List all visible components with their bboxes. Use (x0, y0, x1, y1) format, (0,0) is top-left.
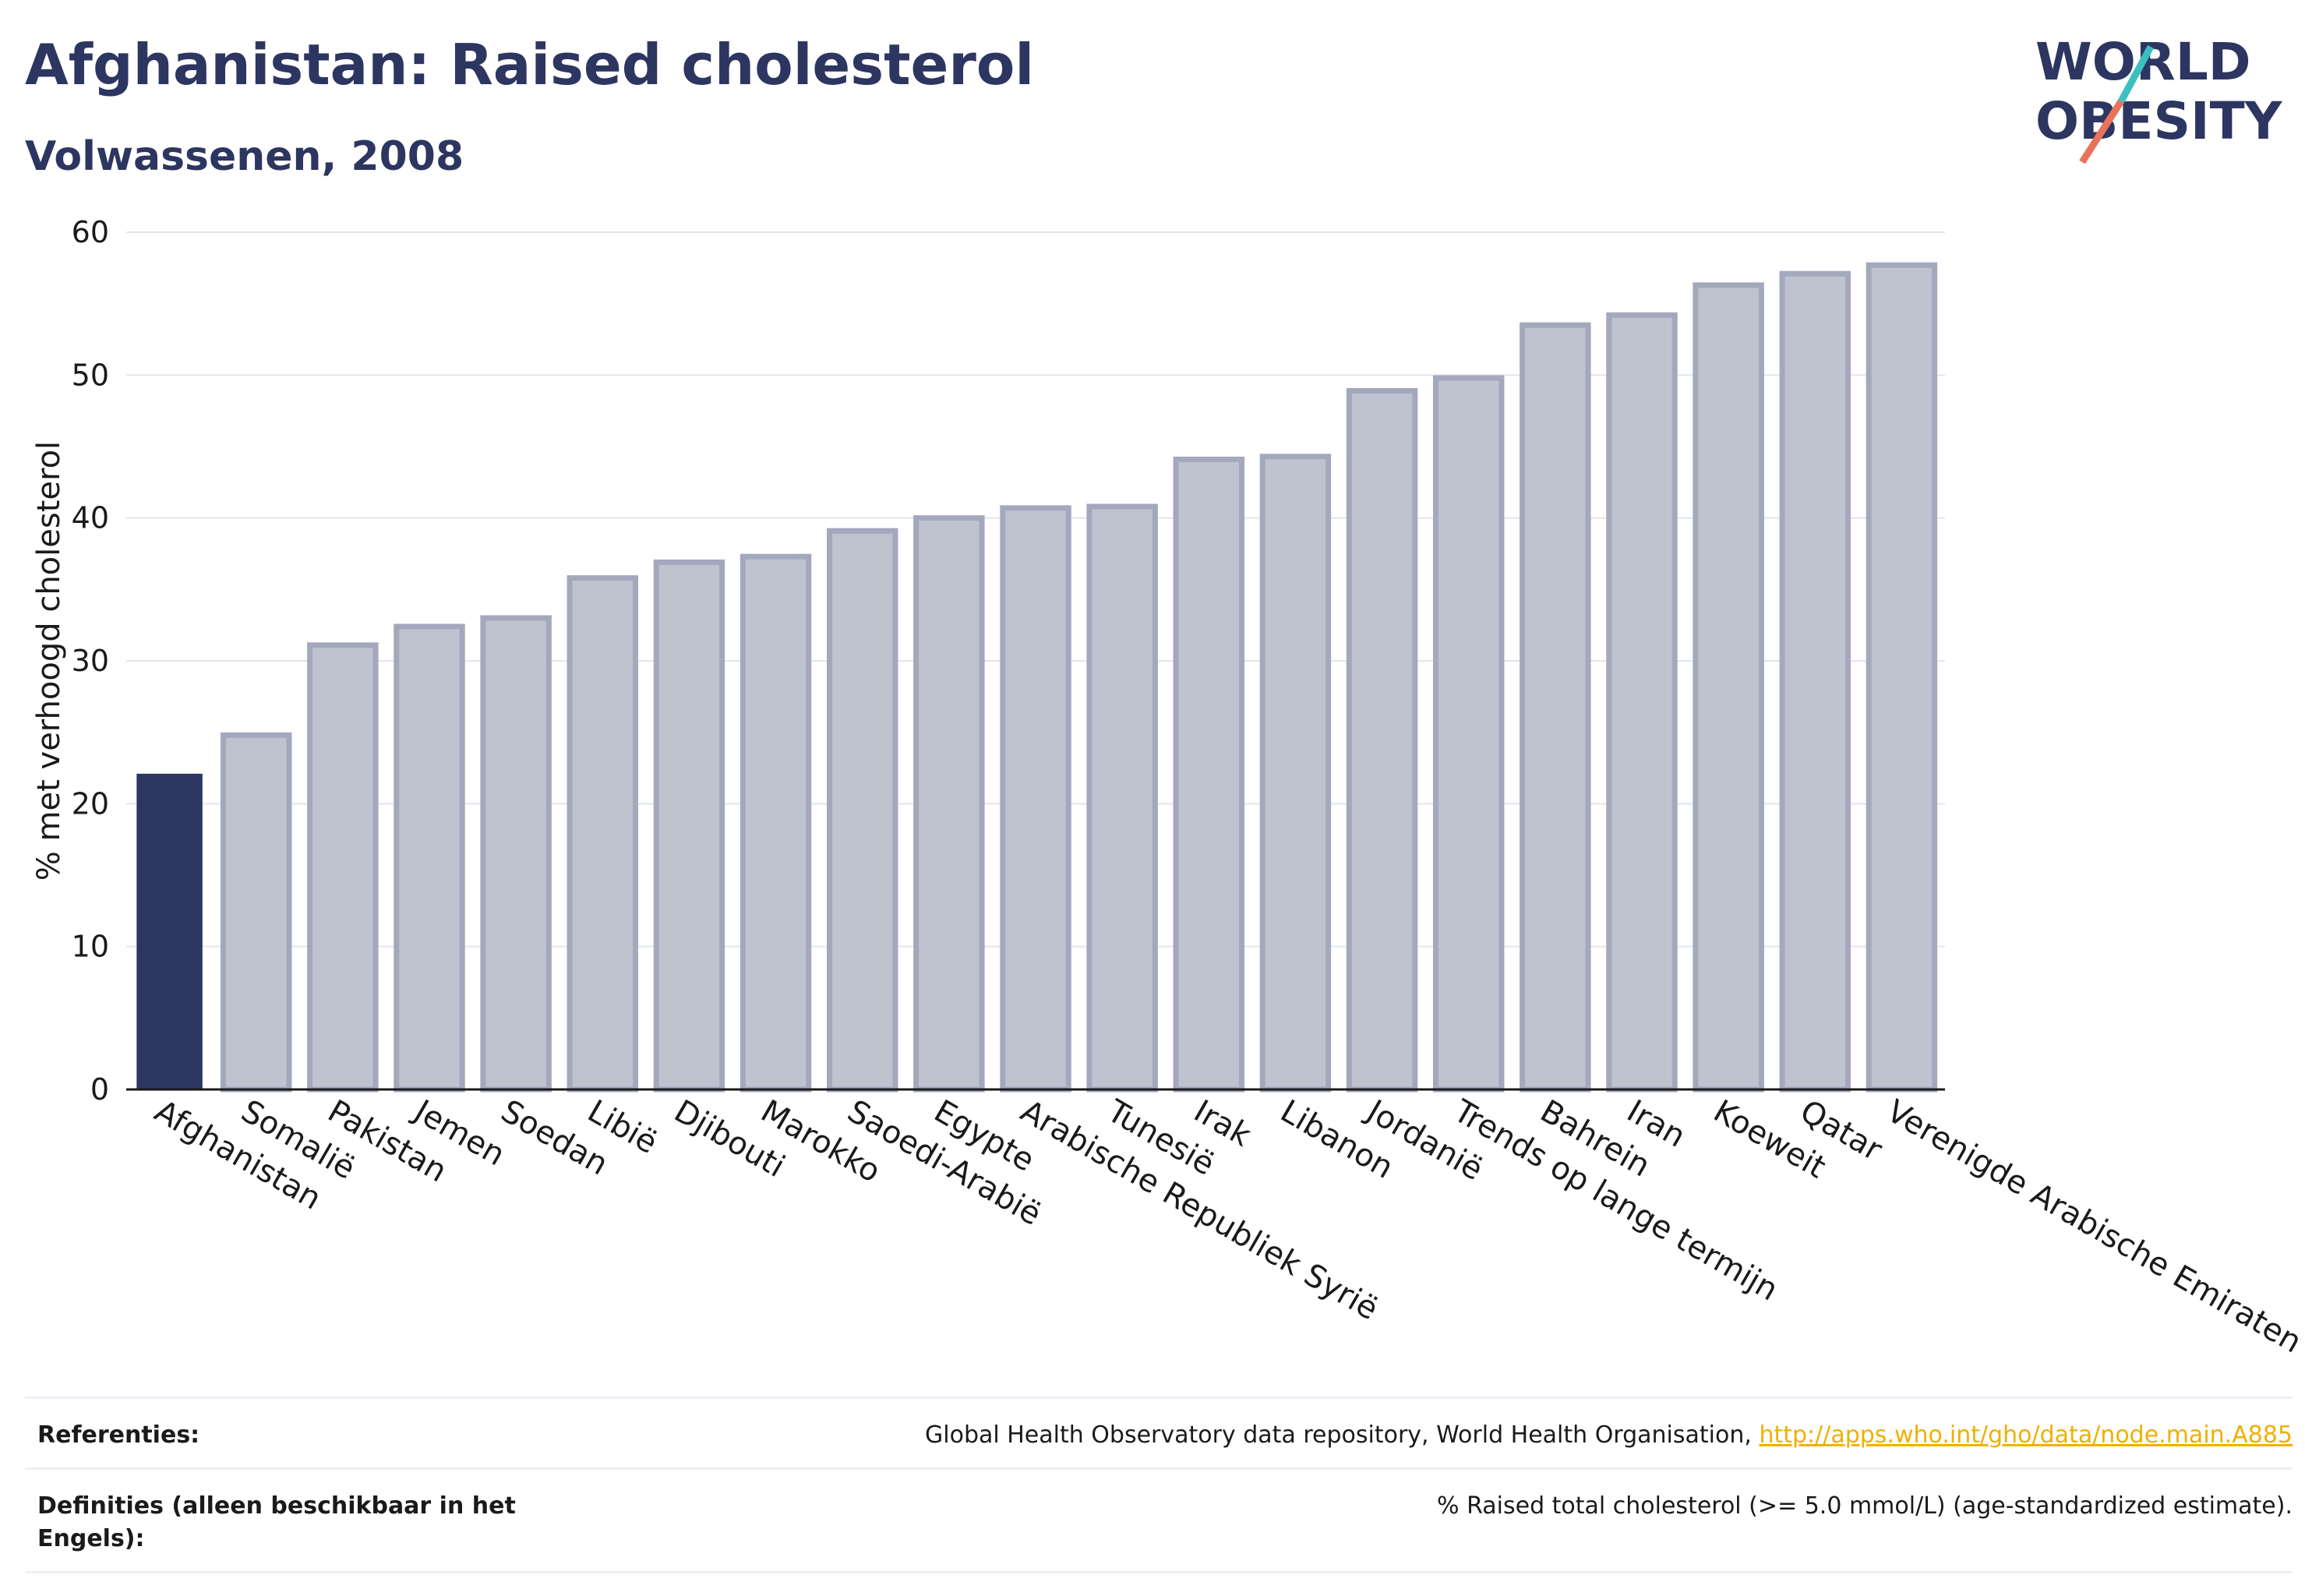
bar-libanon (1259, 454, 1332, 1093)
bar-trends-op-lange-termijn (1432, 375, 1505, 1093)
y-tick-label: 40 (72, 501, 109, 535)
bar-qatar (1779, 270, 1851, 1093)
y-tick-label: 50 (72, 358, 109, 392)
bar-bahrein (1520, 322, 1591, 1093)
bar-jordani- (1346, 388, 1418, 1093)
y-tick-label: 10 (72, 930, 109, 964)
references-row: Referenties: Global Health Observatory d… (25, 1396, 2293, 1467)
bar-irak (1173, 457, 1245, 1093)
logo-line2: OBESITY (2035, 91, 2283, 151)
y-axis-title: % met verhoogd cholesterol (31, 441, 67, 881)
definitions-label: Definities (alleen beschikbaar in het En… (37, 1492, 516, 1552)
bar-iran (1606, 312, 1678, 1093)
references-label: Referenties: (37, 1421, 200, 1449)
bar-djibouti (653, 560, 725, 1093)
bar-afghanistan (136, 773, 203, 1089)
definitions-value: % Raised total cholesterol (>= 5.0 mmol/… (1437, 1492, 2293, 1520)
x-tick-label: Verenigde Arabische Emiraten (1880, 1093, 2305, 1361)
bar-arabische-republiek-syri- (1000, 505, 1071, 1093)
bar-tunesi- (1086, 503, 1158, 1093)
references-link[interactable]: http://apps.who.int/gho/data/node.main.A… (1759, 1421, 2293, 1449)
references-value: Global Health Observatory data repositor… (925, 1419, 2293, 1452)
definitions-row: Definities (alleen beschikbaar in het En… (25, 1467, 2293, 1573)
bar-soedan (480, 615, 552, 1093)
bar-pakistan (307, 642, 379, 1093)
y-axis-ticks: 0 10 20 30 40 50 60 (72, 215, 109, 1107)
y-tick-label: 0 (90, 1072, 109, 1107)
bars (136, 262, 1938, 1093)
bar-somali- (220, 732, 292, 1093)
chart-title: Afghanistan: Raised cholesterol (25, 32, 1035, 97)
footer: Referenties: Global Health Observatory d… (25, 1396, 2293, 1573)
chart-subtitle: Volwassenen, 2008 (25, 133, 464, 180)
y-tick-label: 20 (72, 786, 109, 821)
bar-koeweit (1693, 282, 1764, 1093)
references-text: Global Health Observatory data repositor… (925, 1421, 1760, 1449)
bar-marokko (740, 553, 812, 1093)
bar-chart: 0 10 20 30 40 50 60 AfghanistanSomaliëPakistan… (31, 215, 2305, 1361)
y-tick-label: 30 (72, 644, 109, 678)
x-axis-labels: AfghanistanSomaliëPakistanJemenSoedanLib… (149, 1092, 2305, 1360)
world-obesity-logo: WORLD OBESITY (2035, 32, 2283, 164)
bar-saoedi-arabi- (826, 528, 898, 1093)
logo-slash-top (2118, 44, 2154, 104)
y-tick-label: 60 (72, 215, 109, 249)
bar-jemen (394, 623, 465, 1093)
bar-verenigde-arabische-emiraten (1866, 262, 1938, 1093)
logo-slash-bottom (2079, 99, 2124, 164)
bar-egypte (913, 515, 985, 1093)
bar-libi- (567, 575, 639, 1093)
